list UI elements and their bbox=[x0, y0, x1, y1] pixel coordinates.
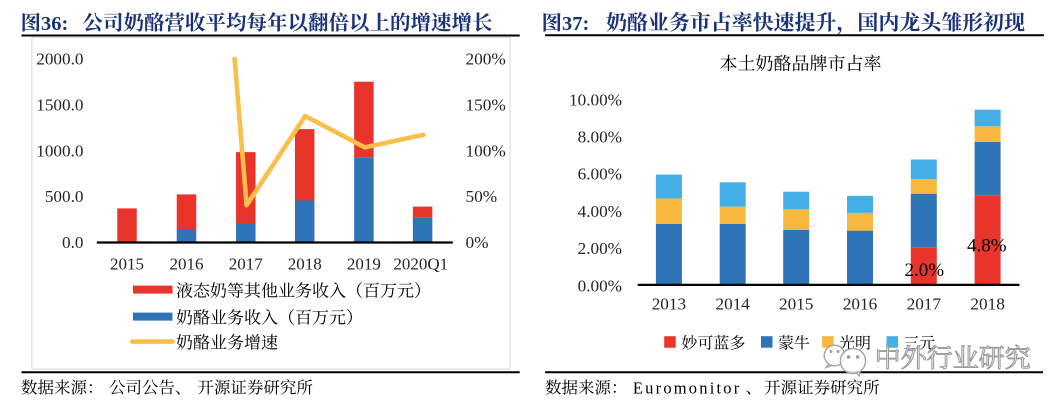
svg-text:500.0: 500.0 bbox=[45, 187, 84, 206]
svg-text:150%: 150% bbox=[466, 96, 506, 115]
svg-text:200%: 200% bbox=[466, 50, 506, 69]
svg-text:2015: 2015 bbox=[779, 295, 813, 314]
svg-text:100%: 100% bbox=[466, 141, 506, 160]
svg-text:1500.0: 1500.0 bbox=[36, 96, 83, 115]
svg-text:2014: 2014 bbox=[716, 295, 751, 314]
svg-text:2000.0: 2000.0 bbox=[36, 50, 83, 69]
svg-text:2019: 2019 bbox=[347, 255, 381, 274]
svg-text:6.00%: 6.00% bbox=[578, 165, 622, 184]
svg-text:2.00%: 2.00% bbox=[578, 239, 622, 258]
svg-text:2016: 2016 bbox=[843, 295, 878, 314]
svg-text:Euromonitor: Euromonitor bbox=[633, 378, 742, 397]
svg-text:0.0: 0.0 bbox=[62, 233, 83, 252]
svg-text:4.00%: 4.00% bbox=[578, 202, 622, 221]
svg-text:0.00%: 0.00% bbox=[578, 276, 622, 295]
svg-text:10.00%: 10.00% bbox=[569, 90, 622, 109]
svg-text:1000.0: 1000.0 bbox=[36, 141, 83, 160]
svg-text:0%: 0% bbox=[466, 233, 489, 252]
svg-text:2015: 2015 bbox=[110, 255, 144, 274]
svg-text:2020Q1: 2020Q1 bbox=[393, 255, 448, 274]
svg-text:4.8%: 4.8% bbox=[967, 236, 1007, 257]
svg-text:2016: 2016 bbox=[170, 255, 204, 274]
svg-text:37:: 37: bbox=[562, 13, 589, 35]
svg-text:2017: 2017 bbox=[907, 295, 942, 314]
svg-text:2013: 2013 bbox=[652, 295, 686, 314]
svg-text:36:: 36: bbox=[41, 13, 68, 35]
svg-text:50%: 50% bbox=[466, 187, 498, 206]
svg-text:2018: 2018 bbox=[288, 255, 322, 274]
svg-text:2018: 2018 bbox=[970, 295, 1004, 314]
svg-text:2017: 2017 bbox=[229, 255, 264, 274]
svg-text:8.00%: 8.00% bbox=[578, 128, 622, 147]
svg-text:2.0%: 2.0% bbox=[905, 260, 945, 281]
